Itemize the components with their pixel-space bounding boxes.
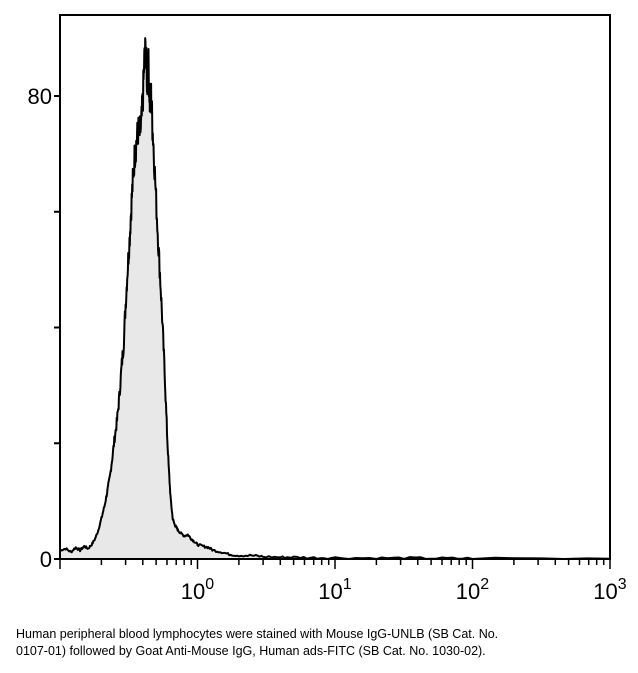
histogram-outline [59,37,611,560]
x-tick-label: 102 [456,576,489,604]
x-axis: 100 101 102 103 [59,559,627,604]
x-tick-label: 103 [593,576,626,604]
y-tick-label: 80 [28,84,52,109]
y-tick-label: 0 [40,547,52,572]
x-tick-label: 101 [318,576,351,604]
histogram-chart: 0 80 100 101 102 103 [28,14,627,604]
figure-caption: Human peripheral blood lymphocytes were … [16,626,626,660]
caption-line-1: Human peripheral blood lymphocytes were … [16,627,499,641]
caption-line-2: 0107-01) followed by Goat Anti-Mouse IgG… [16,644,486,658]
x-tick-label: 100 [181,576,214,604]
histogram-fill [60,38,610,560]
y-axis: 0 80 [28,84,60,572]
